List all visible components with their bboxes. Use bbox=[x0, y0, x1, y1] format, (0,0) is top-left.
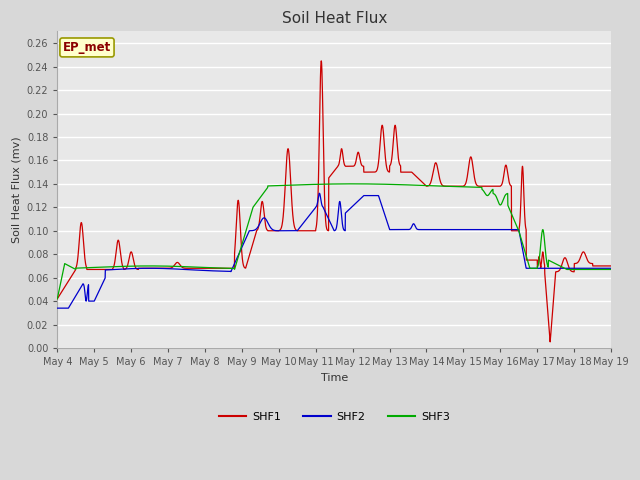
X-axis label: Time: Time bbox=[321, 372, 348, 383]
Text: EP_met: EP_met bbox=[63, 41, 111, 54]
Legend: SHF1, SHF2, SHF3: SHF1, SHF2, SHF3 bbox=[214, 408, 454, 426]
Title: Soil Heat Flux: Soil Heat Flux bbox=[282, 11, 387, 26]
Y-axis label: Soil Heat Flux (mv): Soil Heat Flux (mv) bbox=[11, 136, 21, 243]
